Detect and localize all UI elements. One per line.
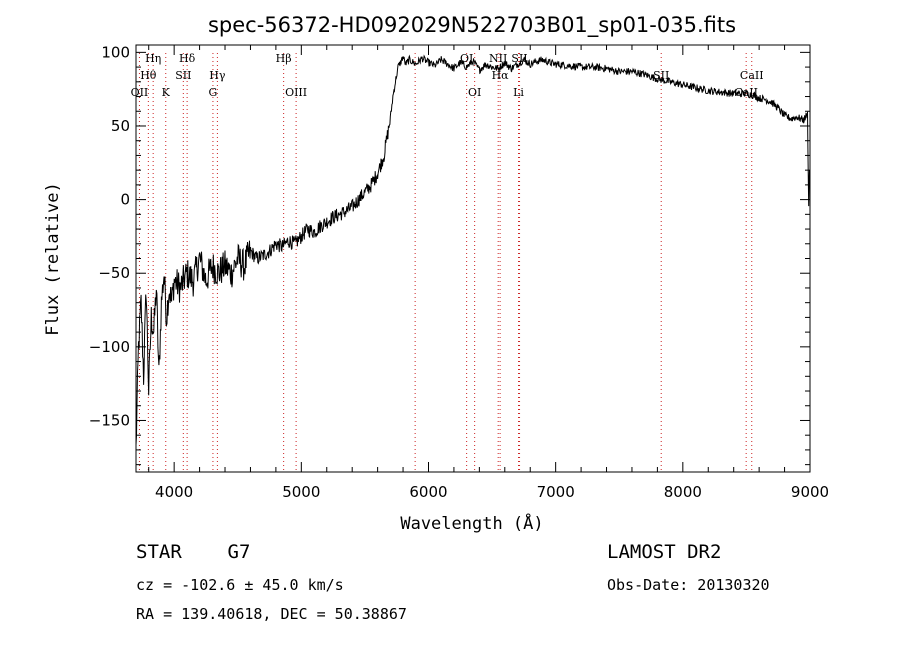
- spectral-line-label: OII: [131, 86, 149, 99]
- axis-ticks: 4000 5000 6000 7000 8000 9000 100 50 0 −50 −100 −15…: [89, 43, 829, 501]
- y-tick-label: 50: [111, 117, 130, 135]
- spectrum-series-line: [135, 54, 810, 445]
- observation-date: Obs-Date: 20130320: [607, 576, 770, 594]
- redshift-cz: cz = -102.6 ± 45.0 km/s: [136, 576, 344, 594]
- spectral-line-label: OIII: [285, 86, 307, 99]
- survey-name: LAMOST DR2: [607, 541, 722, 563]
- y-tick-label: 0: [120, 191, 130, 209]
- object-subclass: G7: [227, 541, 251, 563]
- spectral-line-label: K: [162, 86, 171, 99]
- y-tick-label: −150: [89, 411, 130, 429]
- y-tick-label: 100: [101, 43, 130, 61]
- x-tick-label: 6000: [409, 483, 447, 501]
- spectral-line-label: Li: [513, 86, 524, 99]
- spectral-line-label: SII: [175, 69, 191, 82]
- spectral-line-label: OI: [468, 86, 481, 99]
- spectral-line-label: NII: [489, 52, 507, 65]
- spectral-line-label: Hβ: [276, 52, 292, 65]
- spectral-line-label: Hα: [492, 69, 510, 82]
- spectral-line-label: Hδ: [179, 52, 196, 65]
- spectral-line-label: CaII: [740, 69, 764, 82]
- spectral-line-label: Hθ: [140, 69, 157, 82]
- spectral-line-label: Hγ: [209, 69, 226, 82]
- object-class-value: STAR: [136, 541, 182, 563]
- coordinates: RA = 139.40618, DEC = 50.38867: [136, 605, 407, 623]
- spectral-line-markers: [138, 53, 753, 472]
- x-tick-label: 8000: [664, 483, 702, 501]
- y-axis-label: Flux (relative): [43, 182, 63, 336]
- spectral-line-label: G: [209, 86, 218, 99]
- spectral-line-label: SII: [653, 69, 669, 82]
- x-tick-label: 4000: [155, 483, 193, 501]
- spectral-line-label: SII: [511, 52, 527, 65]
- x-tick-label: 9000: [791, 483, 829, 501]
- x-tick-label: 7000: [537, 483, 575, 501]
- x-axis-label: Wavelength (Å): [400, 512, 543, 534]
- y-tick-label: −50: [98, 264, 130, 282]
- y-tick-label: −100: [89, 338, 130, 356]
- object-class: STAR G7: [136, 541, 250, 563]
- x-tick-label: 5000: [282, 483, 320, 501]
- chart-title: spec-56372-HD092029N522703B01_sp01-035.f…: [208, 13, 736, 38]
- spectral-line-label: Hη: [145, 52, 161, 65]
